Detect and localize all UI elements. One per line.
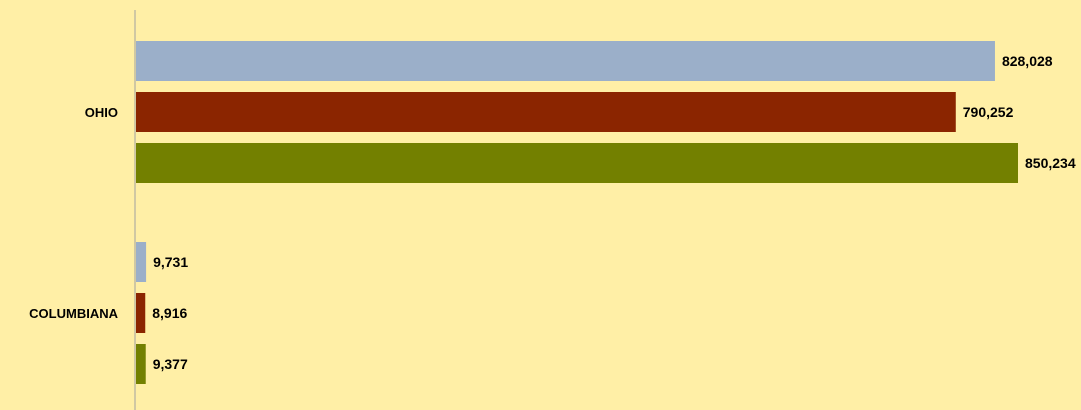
bar-columbiana-blue [136, 242, 147, 282]
bar-ohio-red [136, 92, 956, 132]
bar-columbiana-red [136, 293, 146, 333]
data-label-columbiana-red: 8,916 [152, 305, 187, 321]
data-label-ohio-red: 790,252 [963, 104, 1014, 120]
bar-ohio-blue [136, 41, 995, 81]
data-label-columbiana-green: 9,377 [153, 356, 188, 372]
category-label-ohio: OHIO [85, 105, 118, 120]
bar-columbiana-green [136, 344, 146, 384]
category-label-columbiana: COLUMBIANA [29, 306, 118, 321]
labels-layer: OHIO 828,028 790,252 850,234 COLUMBIANA 9,731… [29, 53, 1076, 372]
data-label-ohio-green: 850,234 [1025, 155, 1076, 171]
data-label-ohio-blue: 828,028 [1002, 53, 1053, 69]
bar-ohio-green [136, 143, 1018, 183]
bars-layer [136, 41, 1018, 384]
data-label-columbiana-blue: 9,731 [153, 254, 188, 270]
